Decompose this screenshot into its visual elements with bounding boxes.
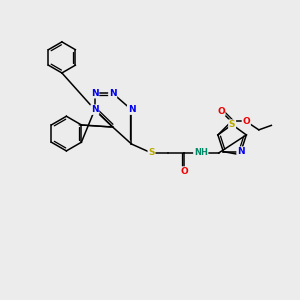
Text: N: N [128,105,135,114]
Text: N: N [91,89,99,98]
Text: O: O [217,106,225,116]
Text: N: N [91,105,99,114]
Text: S: S [148,148,155,158]
Text: S: S [229,120,236,129]
Text: N: N [109,89,116,98]
Text: NH: NH [194,148,208,158]
Text: O: O [181,167,188,176]
Text: O: O [242,117,250,126]
Text: N: N [237,147,245,156]
